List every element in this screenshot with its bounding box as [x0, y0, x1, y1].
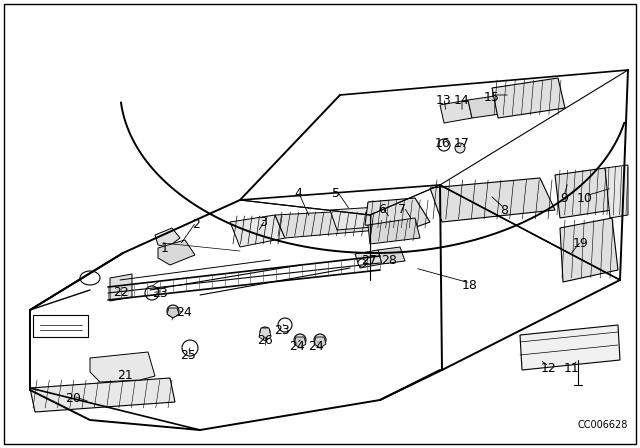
- Polygon shape: [355, 250, 382, 268]
- Polygon shape: [110, 274, 132, 301]
- Text: 13: 13: [436, 94, 452, 107]
- Text: 11: 11: [564, 362, 580, 375]
- Polygon shape: [368, 218, 420, 244]
- Text: 8: 8: [500, 203, 508, 216]
- Text: 2: 2: [192, 217, 200, 231]
- Circle shape: [438, 139, 450, 151]
- Text: 10: 10: [577, 191, 593, 204]
- Polygon shape: [167, 308, 179, 318]
- Bar: [33, 315, 88, 337]
- Text: 15: 15: [484, 90, 500, 103]
- Text: 12: 12: [541, 362, 557, 375]
- Circle shape: [260, 327, 270, 337]
- Text: 5: 5: [332, 186, 340, 199]
- Text: 14: 14: [454, 94, 470, 107]
- Circle shape: [294, 334, 306, 346]
- Polygon shape: [275, 210, 378, 238]
- Polygon shape: [158, 240, 195, 265]
- Text: 7: 7: [398, 202, 406, 215]
- Polygon shape: [440, 100, 472, 123]
- Text: 20: 20: [65, 392, 81, 405]
- Text: 22: 22: [113, 285, 129, 298]
- Polygon shape: [230, 215, 285, 247]
- Text: 18: 18: [462, 279, 478, 292]
- Text: 27: 27: [361, 254, 377, 267]
- Polygon shape: [155, 228, 180, 247]
- Polygon shape: [492, 78, 565, 118]
- Polygon shape: [294, 337, 306, 348]
- Polygon shape: [468, 96, 500, 118]
- Polygon shape: [560, 218, 618, 282]
- Polygon shape: [259, 328, 271, 341]
- Circle shape: [278, 318, 292, 332]
- Polygon shape: [330, 207, 385, 230]
- Text: 23: 23: [152, 287, 168, 300]
- Text: 26: 26: [257, 333, 273, 346]
- Polygon shape: [555, 168, 612, 218]
- Text: 24: 24: [289, 340, 305, 353]
- Polygon shape: [520, 325, 620, 370]
- Text: 9: 9: [560, 191, 568, 204]
- Polygon shape: [314, 337, 326, 348]
- Polygon shape: [378, 247, 405, 264]
- Polygon shape: [90, 352, 155, 382]
- Text: 23: 23: [274, 323, 290, 336]
- Circle shape: [358, 259, 366, 267]
- Text: 21: 21: [117, 369, 133, 382]
- Text: 24: 24: [176, 306, 192, 319]
- Text: 28: 28: [381, 254, 397, 267]
- Polygon shape: [605, 165, 628, 218]
- Polygon shape: [30, 378, 175, 412]
- Text: 19: 19: [573, 237, 589, 250]
- Polygon shape: [430, 178, 555, 222]
- Circle shape: [145, 286, 159, 300]
- Text: 1: 1: [161, 241, 169, 254]
- Ellipse shape: [80, 271, 100, 285]
- Text: 4: 4: [294, 186, 302, 199]
- Text: 16: 16: [435, 137, 451, 150]
- Circle shape: [167, 305, 179, 317]
- Text: 24: 24: [308, 340, 324, 353]
- Circle shape: [455, 143, 465, 153]
- Circle shape: [182, 340, 198, 356]
- Circle shape: [314, 334, 326, 346]
- Text: CC006628: CC006628: [578, 420, 628, 430]
- Text: 6: 6: [378, 202, 386, 215]
- Text: 3: 3: [259, 215, 267, 228]
- Text: 17: 17: [454, 137, 470, 150]
- Polygon shape: [365, 198, 430, 230]
- Text: 25: 25: [180, 349, 196, 362]
